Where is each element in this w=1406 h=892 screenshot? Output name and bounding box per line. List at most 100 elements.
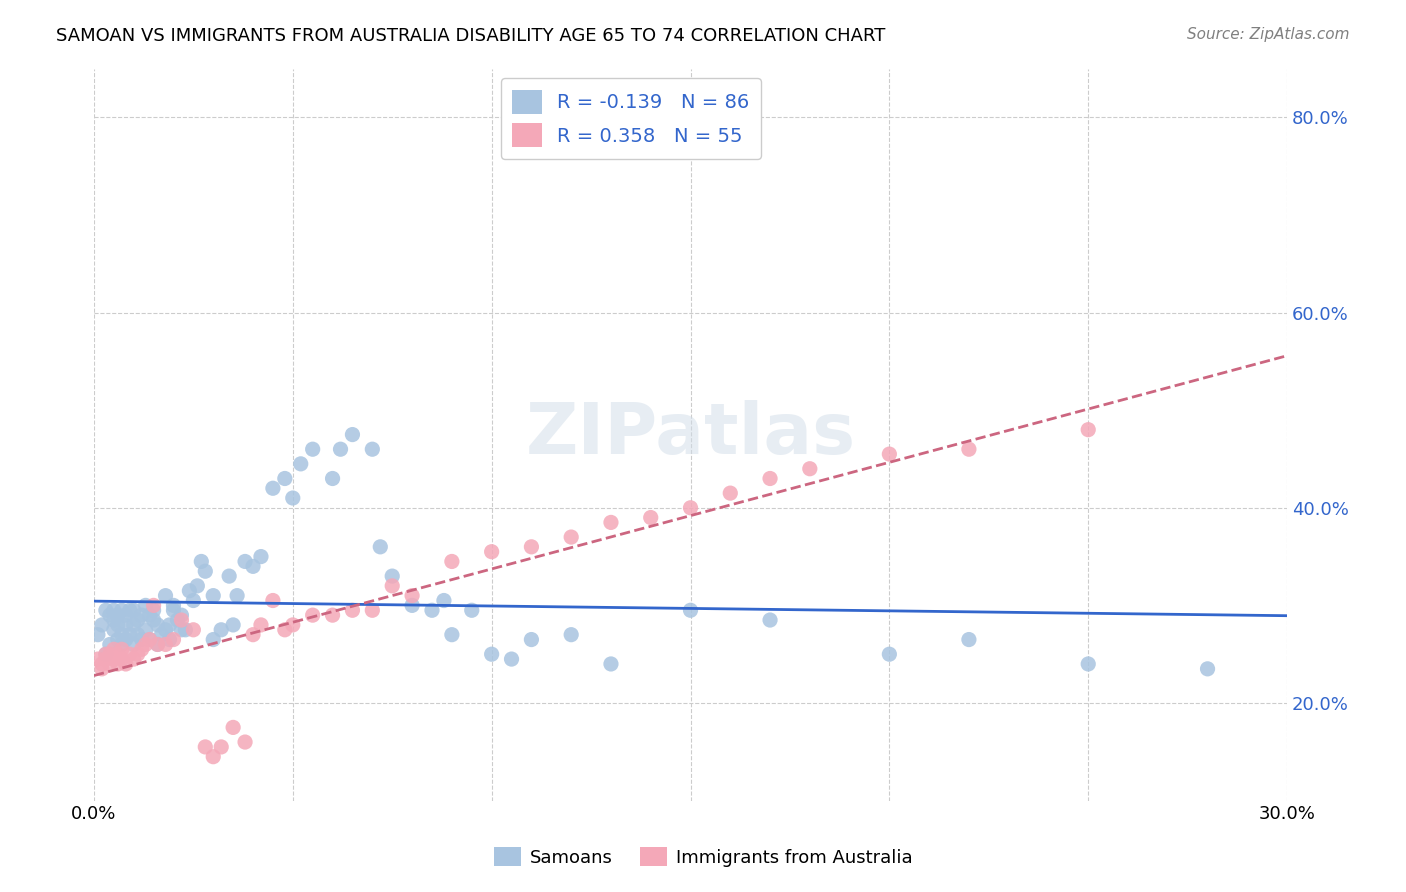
- Samoans: [107, 632, 129, 647]
- Samoans: [190, 554, 212, 568]
- Samoans: [98, 608, 121, 623]
- Immigrants from Australia: [250, 618, 273, 632]
- Immigrants from Australia: [138, 632, 160, 647]
- Immigrants from Australia: [127, 647, 149, 661]
- Immigrants from Australia: [142, 599, 165, 613]
- Immigrants from Australia: [799, 461, 821, 475]
- Samoans: [138, 632, 160, 647]
- Text: Source: ZipAtlas.com: Source: ZipAtlas.com: [1187, 27, 1350, 42]
- Immigrants from Australia: [122, 652, 145, 666]
- Samoans: [202, 632, 225, 647]
- Samoans: [111, 628, 134, 642]
- Samoans: [600, 657, 623, 671]
- Samoans: [135, 623, 157, 637]
- Immigrants from Australia: [560, 530, 582, 544]
- Immigrants from Australia: [401, 589, 423, 603]
- Samoans: [226, 589, 249, 603]
- Samoans: [118, 628, 141, 642]
- Immigrants from Australia: [640, 510, 662, 524]
- Samoans: [186, 579, 208, 593]
- Samoans: [122, 618, 145, 632]
- Samoans: [114, 608, 136, 623]
- Immigrants from Australia: [87, 652, 110, 666]
- Immigrants from Australia: [114, 657, 136, 671]
- Samoans: [155, 623, 177, 637]
- Samoans: [301, 442, 323, 457]
- Samoans: [135, 599, 157, 613]
- Samoans: [361, 442, 384, 457]
- Immigrants from Australia: [600, 516, 623, 530]
- Immigrants from Australia: [361, 603, 384, 617]
- Samoans: [368, 540, 391, 554]
- Samoans: [329, 442, 352, 457]
- Samoans: [131, 632, 153, 647]
- Samoans: [420, 603, 443, 617]
- Immigrants from Australia: [957, 442, 980, 457]
- Samoans: [202, 589, 225, 603]
- Samoans: [194, 564, 217, 578]
- Immigrants from Australia: [131, 642, 153, 657]
- Samoans: [166, 613, 188, 627]
- Samoans: [87, 628, 110, 642]
- Legend: R = -0.139   N = 86, R = 0.358   N = 55: R = -0.139 N = 86, R = 0.358 N = 55: [501, 78, 761, 159]
- Immigrants from Australia: [103, 652, 125, 666]
- Samoans: [342, 427, 364, 442]
- Text: SAMOAN VS IMMIGRANTS FROM AUSTRALIA DISABILITY AGE 65 TO 74 CORRELATION CHART: SAMOAN VS IMMIGRANTS FROM AUSTRALIA DISA…: [56, 27, 886, 45]
- Immigrants from Australia: [94, 647, 117, 661]
- Samoans: [1197, 662, 1219, 676]
- Immigrants from Australia: [481, 545, 503, 559]
- Immigrants from Australia: [183, 623, 205, 637]
- Samoans: [218, 569, 240, 583]
- Immigrants from Australia: [90, 657, 112, 671]
- Samoans: [381, 569, 404, 583]
- Samoans: [114, 632, 136, 647]
- Samoans: [122, 637, 145, 651]
- Samoans: [98, 637, 121, 651]
- Samoans: [111, 637, 134, 651]
- Samoans: [107, 618, 129, 632]
- Samoans: [127, 628, 149, 642]
- Immigrants from Australia: [679, 500, 702, 515]
- Samoans: [759, 613, 782, 627]
- Samoans: [138, 608, 160, 623]
- Immigrants from Australia: [194, 739, 217, 754]
- Samoans: [481, 647, 503, 661]
- Immigrants from Australia: [98, 657, 121, 671]
- Samoans: [159, 632, 181, 647]
- Immigrants from Australia: [879, 447, 901, 461]
- Samoans: [957, 632, 980, 647]
- Immigrants from Australia: [107, 657, 129, 671]
- Immigrants from Australia: [135, 637, 157, 651]
- Immigrants from Australia: [233, 735, 256, 749]
- Samoans: [118, 603, 141, 617]
- Samoans: [103, 613, 125, 627]
- Immigrants from Australia: [1077, 423, 1099, 437]
- Immigrants from Australia: [155, 637, 177, 651]
- Samoans: [146, 637, 169, 651]
- Samoans: [679, 603, 702, 617]
- Immigrants from Australia: [242, 628, 264, 642]
- Samoans: [174, 623, 197, 637]
- Samoans: [94, 647, 117, 661]
- Samoans: [131, 608, 153, 623]
- Samoans: [440, 628, 463, 642]
- Samoans: [222, 618, 245, 632]
- Immigrants from Australia: [281, 618, 304, 632]
- Samoans: [242, 559, 264, 574]
- Immigrants from Australia: [209, 739, 232, 754]
- Immigrants from Australia: [222, 720, 245, 734]
- Immigrants from Australia: [111, 652, 134, 666]
- Immigrants from Australia: [162, 632, 184, 647]
- Samoans: [170, 623, 193, 637]
- Samoans: [179, 583, 201, 598]
- Immigrants from Australia: [520, 540, 543, 554]
- Samoans: [209, 623, 232, 637]
- Samoans: [103, 623, 125, 637]
- Immigrants from Australia: [107, 647, 129, 661]
- Samoans: [233, 554, 256, 568]
- Samoans: [322, 471, 344, 485]
- Samoans: [155, 589, 177, 603]
- Immigrants from Australia: [440, 554, 463, 568]
- Samoans: [150, 628, 173, 642]
- Samoans: [103, 603, 125, 617]
